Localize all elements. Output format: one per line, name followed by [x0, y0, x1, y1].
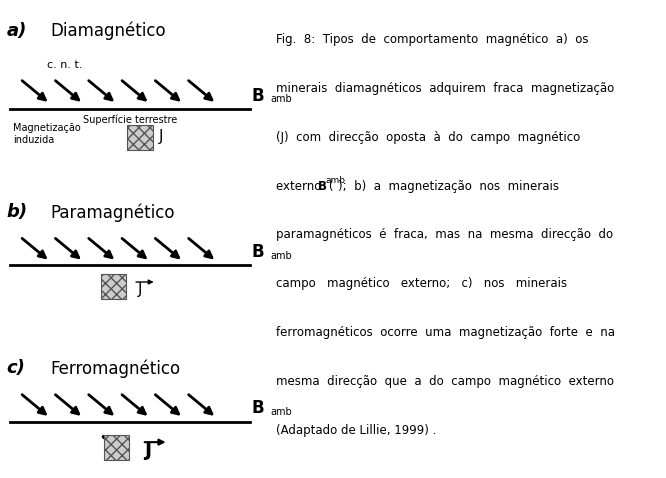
Bar — [104, 435, 129, 460]
Text: B: B — [252, 243, 264, 261]
Text: );  b)  a  magnetização  nos  minerais: ); b) a magnetização nos minerais — [338, 180, 559, 193]
Bar — [101, 274, 126, 299]
Text: externo  (: externo ( — [276, 180, 334, 193]
Text: (J)  com  direcção  oposta  à  do  campo  magnético: (J) com direcção oposta à do campo magné… — [276, 131, 581, 144]
Text: campo   magnético   externo;   c)   nos   minerais: campo magnético externo; c) nos minerais — [276, 277, 567, 290]
Text: (Adaptado de Lillie, 1999) .: (Adaptado de Lillie, 1999) . — [276, 424, 437, 436]
Text: amb: amb — [325, 176, 345, 185]
Text: c. n. t.: c. n. t. — [47, 60, 82, 70]
Text: Fig.  8:  Tipos  de  comportamento  magnético  a)  os: Fig. 8: Tipos de comportamento magnético… — [276, 33, 589, 46]
Text: amb: amb — [270, 95, 292, 104]
Text: B: B — [252, 87, 264, 105]
Text: ferromagnéticos  ocorre  uma  magnetização  forte  e  na: ferromagnéticos ocorre uma magnetização … — [276, 326, 615, 339]
Text: c): c) — [7, 359, 25, 378]
Text: Magnetização
induzida: Magnetização induzida — [13, 123, 81, 145]
Text: a): a) — [7, 22, 27, 40]
Text: Paramagnético: Paramagnético — [50, 203, 174, 222]
Text: b): b) — [7, 203, 28, 221]
Text: Ferromagnético: Ferromagnético — [50, 359, 180, 378]
Text: mesma  direcção  que  a  do  campo  magnético  externo: mesma direcção que a do campo magnético … — [276, 375, 615, 388]
Text: J: J — [145, 441, 152, 460]
Text: B: B — [252, 399, 264, 417]
Text: amb: amb — [270, 407, 292, 416]
Text: minerais  diamagnéticos  adquirem  fraca  magnetização: minerais diamagnéticos adquirem fraca ma… — [276, 82, 615, 95]
Text: amb: amb — [270, 251, 292, 261]
Text: J: J — [138, 282, 143, 297]
Bar — [127, 125, 153, 150]
Text: paramagnéticos  é  fraca,  mas  na  mesma  direcção  do: paramagnéticos é fraca, mas na mesma dir… — [276, 228, 613, 241]
Text: Diamagnético: Diamagnético — [50, 22, 166, 40]
Text: B: B — [318, 180, 328, 193]
Text: J: J — [159, 129, 163, 144]
Text: Superfície terrestre: Superfície terrestre — [83, 115, 177, 125]
